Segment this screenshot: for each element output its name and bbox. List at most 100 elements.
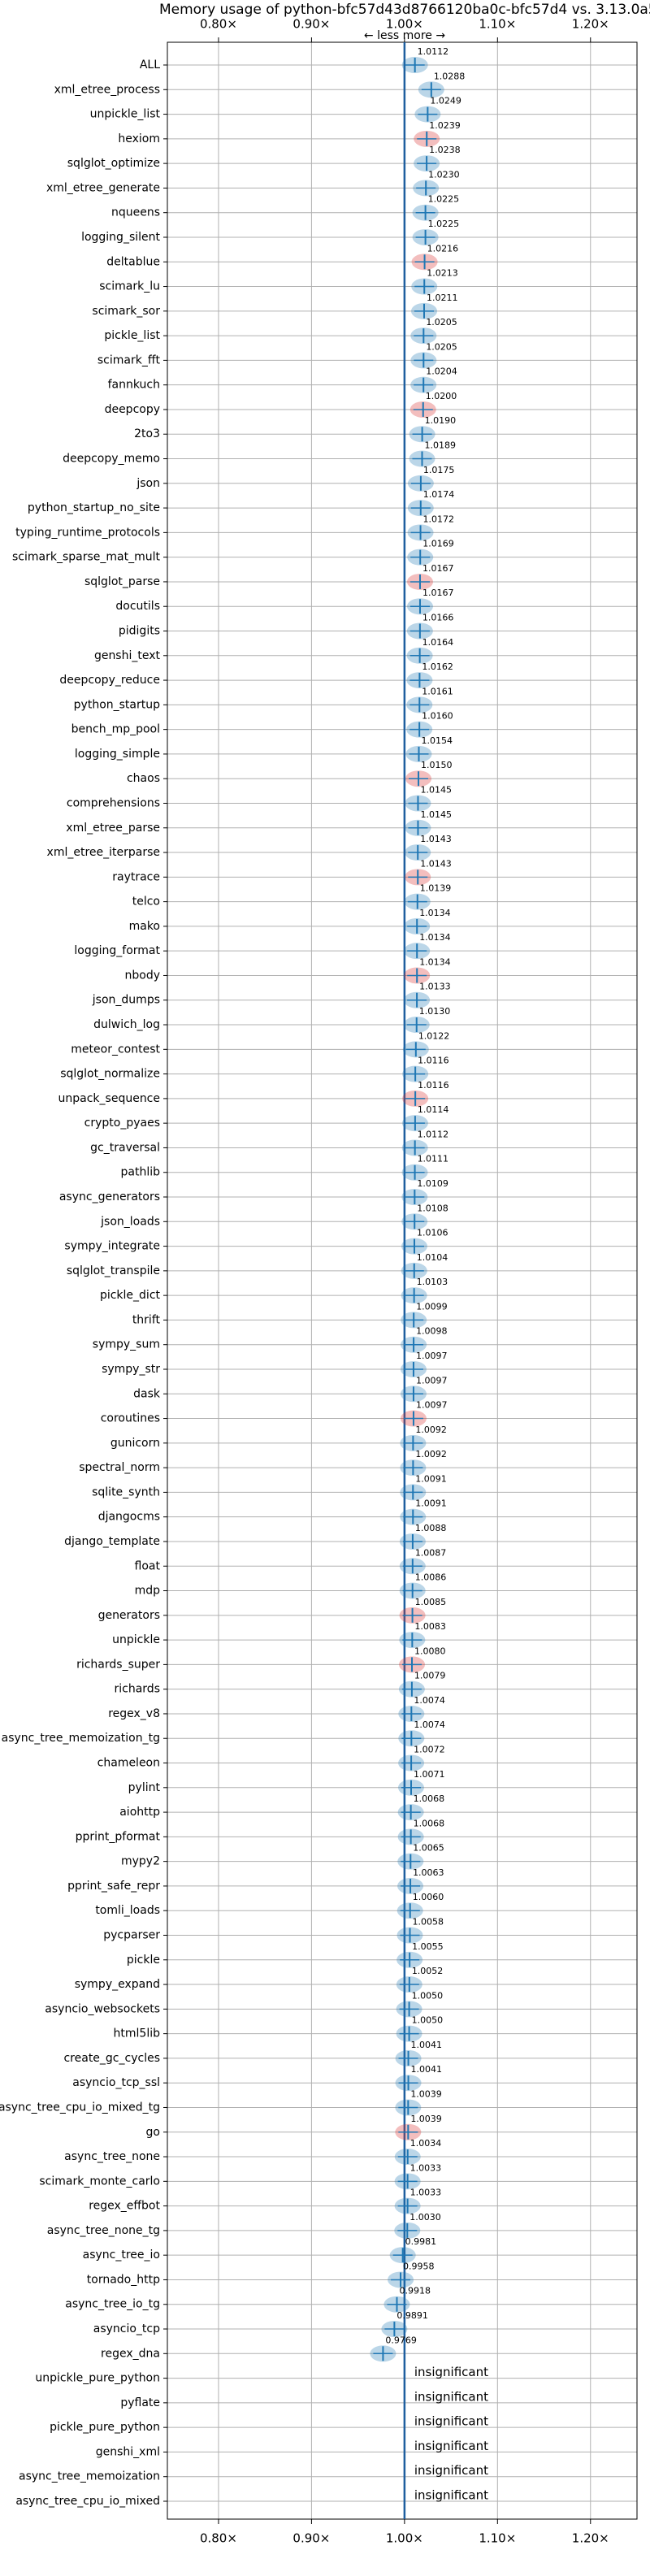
value-label: 1.0097 bbox=[416, 1400, 448, 1411]
y-tick-label: spectral_norm bbox=[79, 1461, 160, 1474]
y-tick-label: unpack_sequence bbox=[58, 1092, 160, 1105]
y-tick-label: scimark_monte_carlo bbox=[39, 2175, 160, 2188]
y-tick-label: async_tree_cpu_io_mixed bbox=[15, 2495, 160, 2508]
y-tick-label: unpickle_list bbox=[90, 108, 161, 121]
y-tick-label: meteor_contest bbox=[71, 1043, 160, 1056]
value-label: 1.0150 bbox=[421, 760, 453, 770]
value-label: 1.0189 bbox=[424, 440, 456, 451]
value-label: 1.0079 bbox=[414, 1671, 446, 1681]
y-tick-label: crypto_pyaes bbox=[84, 1117, 160, 1130]
value-label: 1.0200 bbox=[426, 391, 457, 401]
value-label: 1.0230 bbox=[428, 169, 460, 180]
value-label: 1.0033 bbox=[410, 2188, 442, 2198]
y-tick-label: unpickle_pure_python bbox=[35, 2372, 160, 2385]
y-tick-label: logging_format bbox=[74, 944, 160, 957]
y-tick-label: hexiom bbox=[118, 132, 160, 145]
value-label: 1.0112 bbox=[418, 46, 449, 57]
y-tick-label: thrift bbox=[132, 1313, 161, 1326]
value-label: 1.0213 bbox=[427, 268, 458, 279]
y-tick-label: json bbox=[136, 477, 160, 490]
value-label: insignificant bbox=[414, 2439, 488, 2453]
value-label: 1.0169 bbox=[422, 539, 454, 549]
value-label: 1.0050 bbox=[412, 1990, 444, 2001]
value-label: 1.0143 bbox=[420, 834, 452, 844]
y-tick-label: regex_v8 bbox=[108, 1707, 160, 1720]
y-tick-label: scimark_fft bbox=[98, 353, 161, 366]
value-label: 1.0216 bbox=[427, 243, 459, 254]
y-tick-label: regex_effbot bbox=[89, 2200, 160, 2213]
y-tick-label: python_startup_no_site bbox=[28, 501, 160, 514]
y-tick-label: pickle_dict bbox=[100, 1289, 161, 1302]
y-tick-label: deltablue bbox=[106, 255, 160, 268]
y-tick-label: tornado_http bbox=[87, 2273, 160, 2286]
y-tick-label: chameleon bbox=[98, 1757, 160, 1770]
y-tick-label: sympy_expand bbox=[75, 1978, 160, 1991]
value-label: 1.0114 bbox=[418, 1104, 449, 1115]
y-tick-label: asyncio_websockets bbox=[45, 2002, 160, 2015]
y-tick-label: xml_etree_generate bbox=[46, 181, 160, 194]
value-label: 1.0238 bbox=[429, 145, 461, 155]
value-label: 1.0092 bbox=[415, 1449, 447, 1459]
y-tick-label: asyncio_tcp bbox=[93, 2322, 160, 2335]
y-tick-label: telco bbox=[132, 896, 160, 909]
value-label: 1.0091 bbox=[415, 1473, 447, 1484]
y-tick-label: typing_runtime_protocols bbox=[15, 526, 160, 539]
y-tick-label: xml_etree_parse bbox=[66, 822, 160, 835]
x-tick-label-top: 1.20× bbox=[572, 17, 609, 32]
value-label: 1.0030 bbox=[410, 2212, 441, 2223]
y-tick-label: python_startup bbox=[74, 698, 160, 711]
y-tick-label: scimark_sparse_mat_mult bbox=[12, 551, 160, 564]
x-tick-label-bottom: 0.90× bbox=[292, 2531, 330, 2546]
x-tick-label-bottom: 1.00× bbox=[386, 2531, 423, 2546]
y-tick-label: scimark_lu bbox=[99, 280, 160, 293]
y-tick-label: genshi_xml bbox=[96, 2445, 160, 2458]
value-label: 1.0108 bbox=[417, 1203, 448, 1213]
value-label: 1.0097 bbox=[416, 1375, 448, 1386]
y-tick-label: generators bbox=[98, 1609, 160, 1622]
value-label: insignificant bbox=[414, 2365, 488, 2379]
value-label: 1.0145 bbox=[420, 809, 452, 820]
value-label: 1.0055 bbox=[412, 1941, 444, 1952]
y-tick-label: bench_mp_pool bbox=[72, 723, 160, 736]
direction-annotation: ← less more → bbox=[364, 29, 445, 42]
value-label: 1.0167 bbox=[422, 563, 454, 574]
value-label: 1.0134 bbox=[419, 932, 451, 943]
value-label: 0.9918 bbox=[399, 2286, 431, 2296]
value-label: 1.0167 bbox=[422, 588, 454, 598]
value-label: 1.0139 bbox=[420, 883, 452, 894]
value-label: 1.0063 bbox=[413, 1867, 444, 1878]
value-label: 0.9769 bbox=[385, 2335, 417, 2345]
value-label: 1.0071 bbox=[414, 1769, 445, 1780]
value-label: 1.0161 bbox=[422, 686, 453, 696]
y-tick-label: deepcopy_reduce bbox=[59, 674, 160, 687]
y-tick-label: docutils bbox=[115, 600, 160, 613]
y-tick-label: deepcopy_memo bbox=[63, 453, 160, 466]
y-tick-label: async_tree_cpu_io_mixed_tg bbox=[0, 2101, 160, 2114]
value-label: 1.0085 bbox=[415, 1597, 447, 1607]
y-tick-label: async_tree_memoization bbox=[19, 2470, 160, 2483]
value-label: 1.0058 bbox=[412, 1916, 444, 1927]
value-label: 1.0154 bbox=[421, 735, 453, 746]
value-label: 1.0175 bbox=[423, 465, 455, 475]
value-label: 1.0039 bbox=[410, 2114, 442, 2124]
value-label: 1.0112 bbox=[418, 1129, 449, 1139]
value-label: 1.0249 bbox=[430, 96, 462, 106]
y-tick-label: gc_traversal bbox=[90, 1141, 160, 1154]
value-label: 0.9981 bbox=[405, 2236, 437, 2247]
y-tick-label: 2to3 bbox=[134, 427, 160, 440]
y-tick-label: html5lib bbox=[114, 2027, 161, 2040]
value-label: 1.0034 bbox=[410, 2138, 442, 2149]
x-tick-label-top: 1.00× bbox=[386, 17, 423, 32]
y-tick-label: json_dumps bbox=[92, 994, 160, 1007]
value-label: 1.0065 bbox=[413, 1843, 444, 1854]
y-tick-label: aiohttp bbox=[119, 1806, 160, 1819]
y-tick-label: dulwich_log bbox=[93, 1018, 160, 1031]
y-tick-label: pathlib bbox=[121, 1166, 161, 1179]
y-tick-label: async_tree_io bbox=[83, 2249, 160, 2262]
value-label: 1.0068 bbox=[414, 1818, 445, 1828]
value-label: 1.0072 bbox=[414, 1745, 445, 1755]
value-label: 1.0074 bbox=[414, 1695, 444, 1706]
